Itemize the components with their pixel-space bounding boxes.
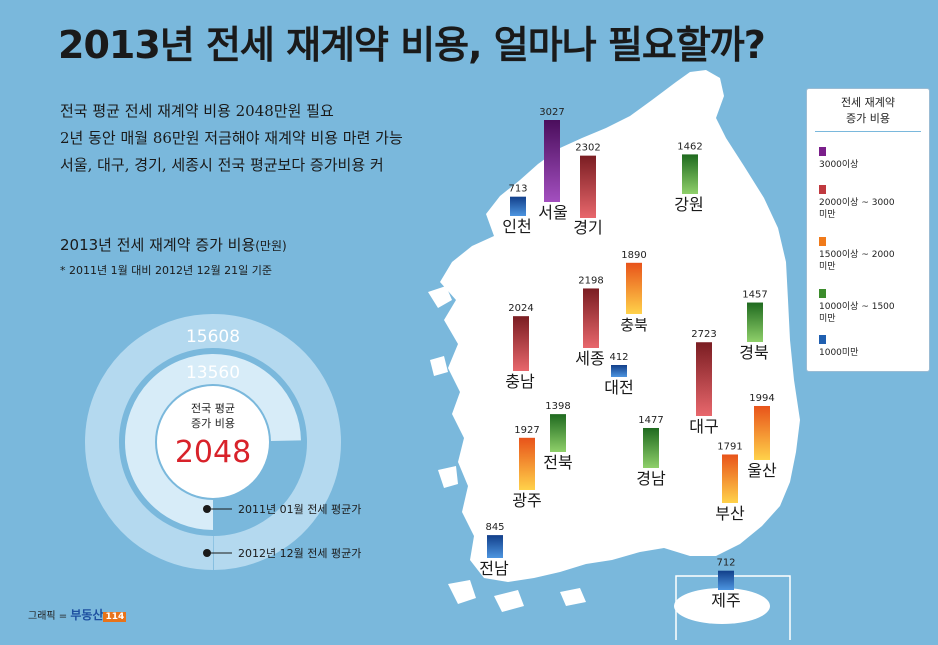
bar-value-label: 1457 — [742, 290, 767, 301]
region-bars: 3027 서울 2302 경기 713 인천 1462 강원 1890 충북 2198 세종 412 대전… — [479, 107, 777, 610]
bar-대구 — [696, 342, 712, 416]
legend-swatch-green — [819, 289, 826, 298]
ring-label: 2011년 01월 전세 평균가 — [238, 503, 361, 516]
bar-value-label: 1890 — [621, 250, 646, 261]
legend-label: 3000이상 — [819, 160, 859, 170]
legend-title-line-2: 증가 비용 — [846, 112, 890, 125]
donut-subtitle: 2013년 전세 재계약 증가 비용(만원) — [60, 234, 287, 255]
region-name-label: 광주 — [512, 491, 541, 510]
bar-value-label: 712 — [716, 558, 735, 569]
legend-label: 1500이상 ~ 2000미만 — [819, 250, 895, 272]
region-name-label: 전북 — [543, 453, 572, 472]
center-label-line-2: 증가 비용 — [191, 417, 235, 430]
region-name-label: 강원 — [674, 195, 703, 214]
national-average-value: 2048 — [175, 435, 251, 470]
credit-brand-box: 114 — [103, 612, 127, 622]
region-name-label: 울산 — [747, 461, 777, 480]
bar-value-label: 2198 — [578, 275, 603, 286]
region-name-label: 경남 — [636, 469, 666, 488]
region-name-label: 대구 — [689, 417, 718, 436]
legend-swatch-purple — [819, 147, 826, 156]
legend-item-3000-plus: 3000이상 — [819, 147, 858, 171]
legend-swatch-orange — [819, 237, 826, 246]
region-name-label: 경북 — [739, 343, 768, 362]
bar-경북 — [747, 302, 763, 342]
legend: 전세 재계약 증가 비용 3000이상 2000이상 ~ 3000미만 1500… — [806, 88, 930, 372]
donut-subtitle-unit: (만원) — [255, 239, 287, 253]
credit-brand: 부동산 — [70, 608, 104, 622]
legend-label: 2000이상 ~ 3000미만 — [819, 198, 895, 220]
ring-label: 2012년 12월 전세 평균가 — [238, 547, 361, 560]
bar-울산 — [754, 405, 770, 460]
center-label-line-1: 전국 평균 — [191, 402, 235, 415]
legend-item-1500-2000: 1500이상 ~ 2000미만 — [819, 237, 899, 273]
bar-광주 — [519, 437, 535, 490]
donut-subtitle-text: 2013년 전세 재계약 증가 비용 — [60, 236, 256, 254]
bar-인천 — [510, 196, 526, 216]
reference-date-note: * 2011년 1월 대비 2012년 12월 21일 기준 — [60, 264, 273, 277]
bar-대전 — [611, 365, 627, 377]
graphic-credit: 그래픽 = 부동산 114 — [28, 606, 127, 623]
intro-line-2: 2년 동안 매월 86만원 저금해야 재계약 비용 마련 가능 — [60, 129, 403, 147]
bar-경기 — [580, 155, 596, 218]
legend-title-line-1: 전세 재계약 — [840, 96, 896, 109]
jeju-island — [674, 588, 770, 624]
bar-value-label: 2723 — [691, 329, 716, 340]
bar-충북 — [626, 262, 642, 314]
ring-center — [157, 386, 269, 498]
bar-전북 — [550, 414, 566, 452]
region-name-label: 대전 — [604, 378, 633, 397]
region-name-label: 세종 — [575, 349, 604, 368]
region-name-label: 부산 — [715, 504, 745, 523]
region-name-label: 전남 — [479, 559, 509, 578]
legend-divider — [815, 131, 921, 132]
region-name-label: 인천 — [502, 217, 531, 236]
bar-부산 — [722, 454, 738, 503]
ring-2011-arc — [125, 354, 301, 530]
bar-value-label: 713 — [508, 184, 527, 195]
intro-line-3: 서울, 대구, 경기, 세종시 전국 평균보다 증가비용 커 — [60, 156, 384, 174]
bar-value-label: 1477 — [638, 415, 663, 426]
bar-value-label: 845 — [485, 522, 504, 533]
bar-value-label: 2302 — [575, 143, 600, 154]
region-name-label: 충북 — [620, 316, 648, 334]
legend-item-2000-3000: 2000이상 ~ 3000미만 — [819, 185, 899, 221]
legend-title: 전세 재계약 증가 비용 — [807, 95, 929, 127]
bar-강원 — [682, 154, 698, 194]
region-name-label: 경기 — [573, 218, 602, 237]
bar-value-label: 3027 — [539, 107, 564, 118]
bar-충남 — [513, 316, 529, 371]
legend-label: 1000이상 ~ 1500미만 — [819, 302, 895, 324]
legend-label: 1000미만 — [819, 348, 859, 358]
bar-제주 — [718, 570, 734, 590]
legend-swatch-red — [819, 185, 826, 194]
bar-value-label: 1994 — [749, 393, 774, 404]
bar-value-label: 1791 — [717, 441, 742, 452]
bar-서울 — [544, 120, 560, 202]
region-name-label: 충남 — [505, 372, 535, 391]
ring-2012-value: 15608 — [186, 327, 240, 347]
bar-value-label: 1462 — [677, 141, 702, 152]
bar-value-label: 412 — [609, 352, 628, 363]
region-name-label: 서울 — [538, 203, 567, 222]
ring-2012-arc — [85, 314, 342, 570]
credit-label: 그래픽 = — [28, 611, 68, 622]
bar-value-label: 2024 — [508, 303, 533, 314]
legend-swatch-blue — [819, 335, 826, 344]
bar-value-label: 1398 — [545, 401, 570, 412]
bar-전남 — [487, 535, 503, 558]
page-title: 2013년 전세 재계약 비용, 얼마나 필요할까? — [58, 23, 766, 67]
bar-value-label: 1927 — [514, 425, 539, 436]
legend-item-under-1000: 1000미만 — [819, 335, 858, 359]
legend-item-1000-1500: 1000이상 ~ 1500미만 — [819, 289, 899, 325]
bar-경남 — [643, 427, 659, 468]
region-name-label: 제주 — [711, 591, 740, 610]
intro-line-1: 전국 평균 전세 재계약 비용 2048만원 필요 — [60, 102, 334, 120]
ring-2011-value: 13560 — [186, 363, 240, 383]
bar-세종 — [583, 288, 599, 348]
